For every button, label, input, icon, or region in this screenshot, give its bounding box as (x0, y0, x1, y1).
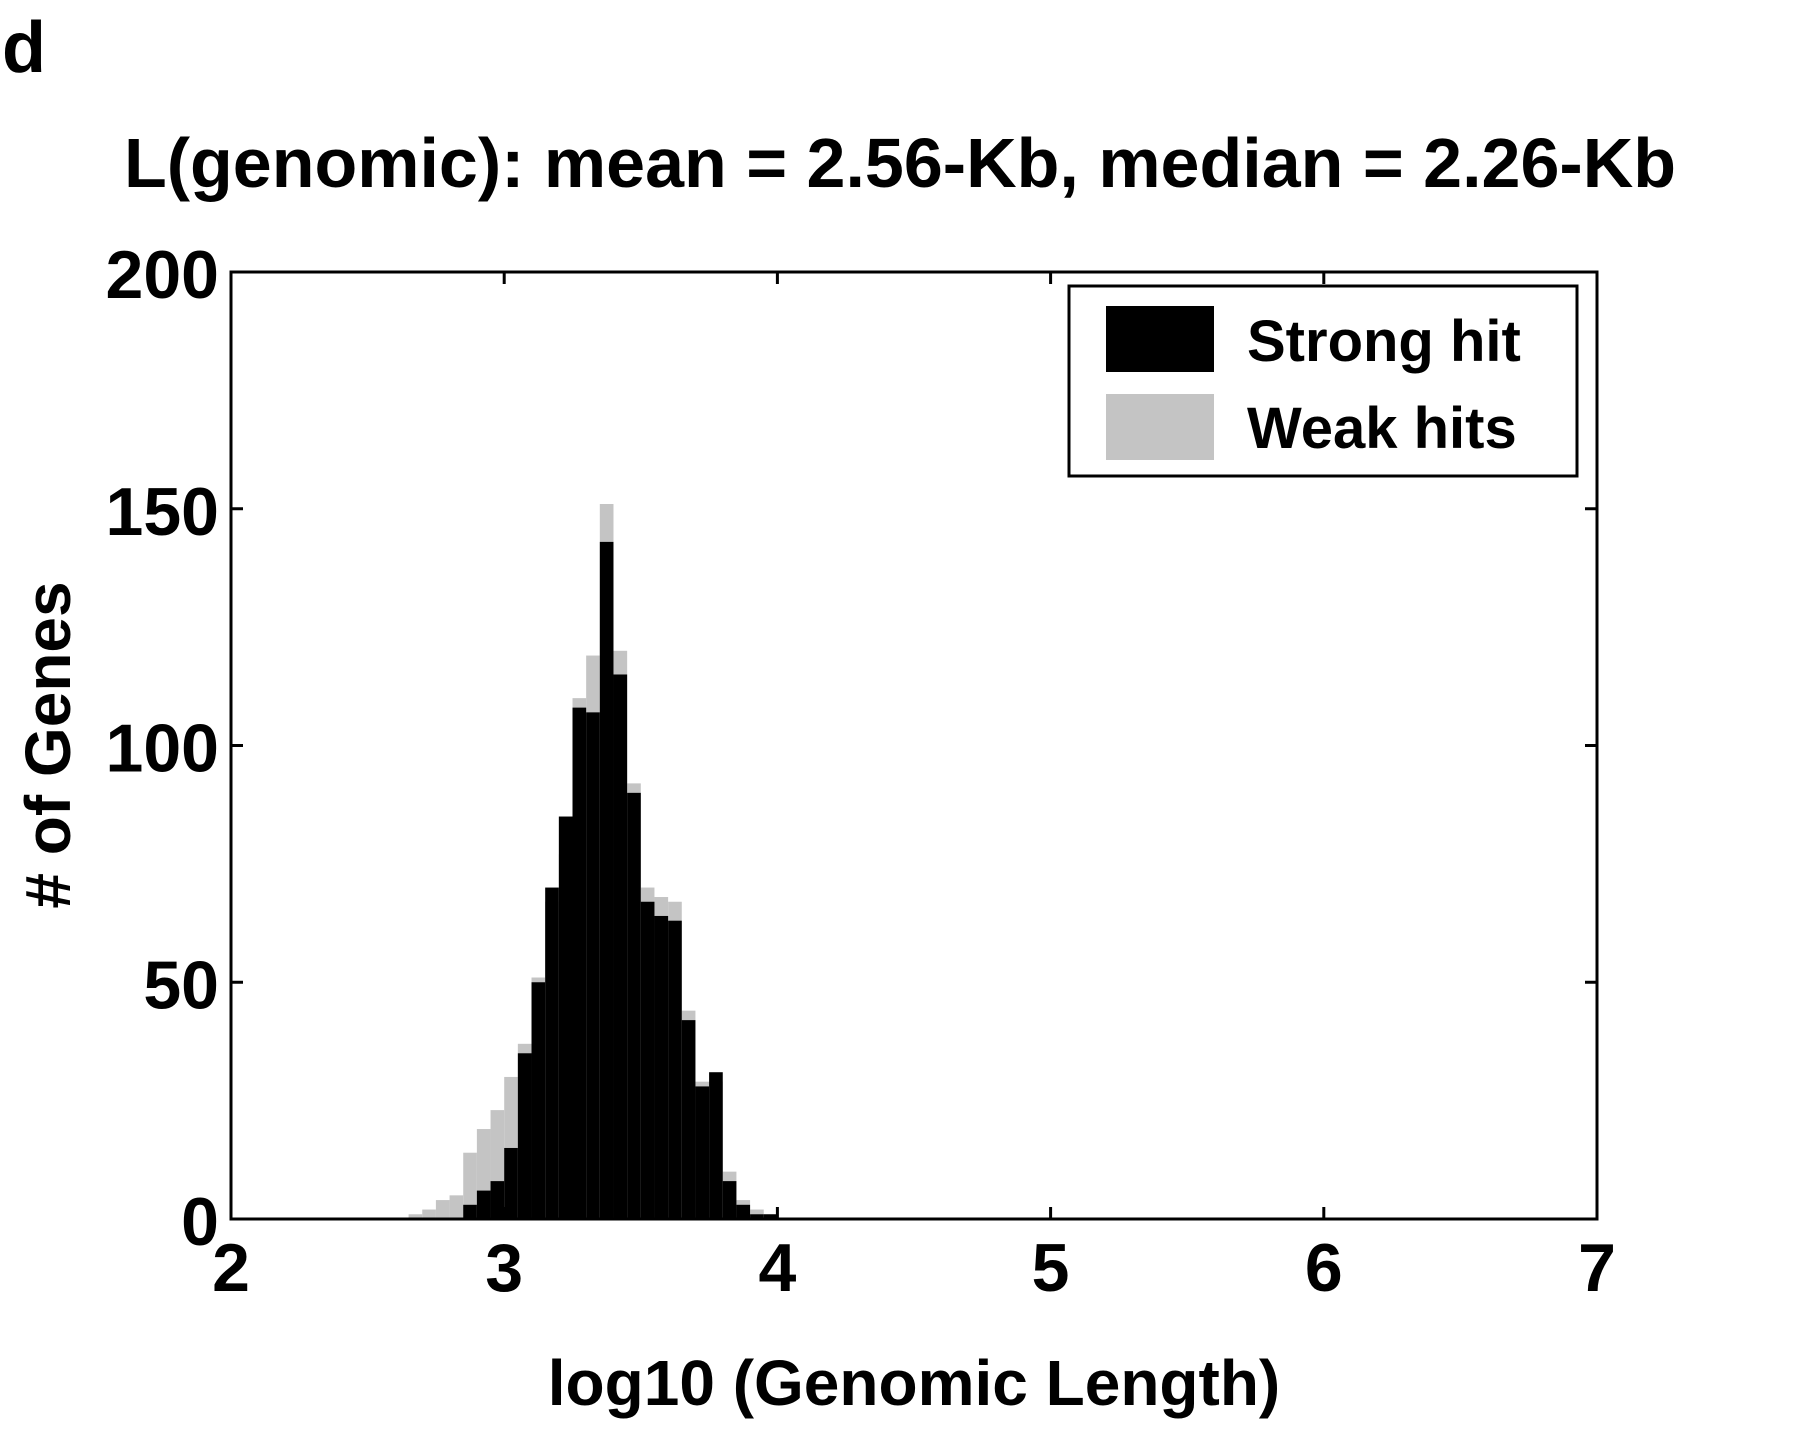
strong-hit-bar (558, 816, 573, 1219)
strong-hit-bar (531, 982, 546, 1219)
y-tick-label: 50 (143, 947, 219, 1023)
legend-swatch-weak-hits (1106, 394, 1214, 460)
strong-hit-bar (490, 1181, 505, 1219)
y-tick-label: 150 (106, 474, 219, 550)
weak-hits-bar (750, 1209, 764, 1219)
chart-title: L(genomic): mean = 2.56-Kb, median = 2.2… (124, 124, 1676, 202)
strong-hit-bar (763, 1214, 778, 1219)
panel-label: d (2, 8, 46, 88)
strong-hit-bars (463, 541, 778, 1219)
y-tick-label: 100 (106, 711, 219, 787)
strong-hit-bar (654, 915, 669, 1219)
weak-hits-bar (408, 1214, 423, 1219)
x-tick-labels: 2 3 4 5 6 7 (212, 1230, 1616, 1306)
weak-hits-bar (463, 1152, 477, 1219)
x-axis-label: log10 (Genomic Length) (548, 1347, 1280, 1419)
legend-swatch-strong-hit (1106, 306, 1214, 372)
y-axis-label: # of Genes (12, 581, 84, 908)
legend-label-strong-hit: Strong hit (1247, 309, 1521, 374)
y-tick-label: 200 (106, 237, 219, 313)
x-tick-label: 6 (1305, 1230, 1343, 1306)
strong-hit-bar (504, 1147, 518, 1219)
strong-hit-bar (709, 1072, 723, 1219)
legend-label-weak-hits: Weak hits (1247, 396, 1517, 461)
weak-hits-bar (435, 1200, 450, 1219)
strong-hit-bar (750, 1214, 764, 1219)
x-tick-label: 7 (1578, 1230, 1616, 1306)
y-tick-labels: 0 50 100 150 200 (106, 237, 219, 1260)
strong-hit-bar (586, 712, 600, 1219)
strong-hit-bar (736, 1204, 751, 1219)
x-tick-label: 3 (485, 1230, 523, 1306)
legend: Strong hit Weak hits (1067, 284, 1579, 478)
strong-hit-bar (572, 707, 587, 1219)
weak-hits-bar (422, 1209, 436, 1219)
strong-hit-bar (517, 1053, 532, 1219)
x-tick-label: 4 (758, 1230, 796, 1306)
strong-hit-bar (545, 887, 559, 1219)
strong-hit-bar (640, 901, 655, 1219)
axis-ticks (229, 270, 1599, 1221)
strong-hit-bar (613, 674, 628, 1219)
strong-hit-bar (599, 541, 614, 1219)
x-tick-label: 5 (1032, 1230, 1070, 1306)
strong-hit-bar (627, 792, 641, 1219)
strong-hit-bar (681, 1020, 696, 1219)
strong-hit-bar (463, 1204, 477, 1219)
strong-hit-bar (668, 920, 682, 1219)
strong-hit-bar (695, 1086, 710, 1219)
x-tick-label: 2 (212, 1230, 250, 1306)
weak-hits-bar (449, 1195, 464, 1219)
strong-hit-bar (476, 1190, 491, 1219)
y-tick-label: 0 (181, 1184, 219, 1260)
strong-hit-bar (722, 1181, 737, 1219)
